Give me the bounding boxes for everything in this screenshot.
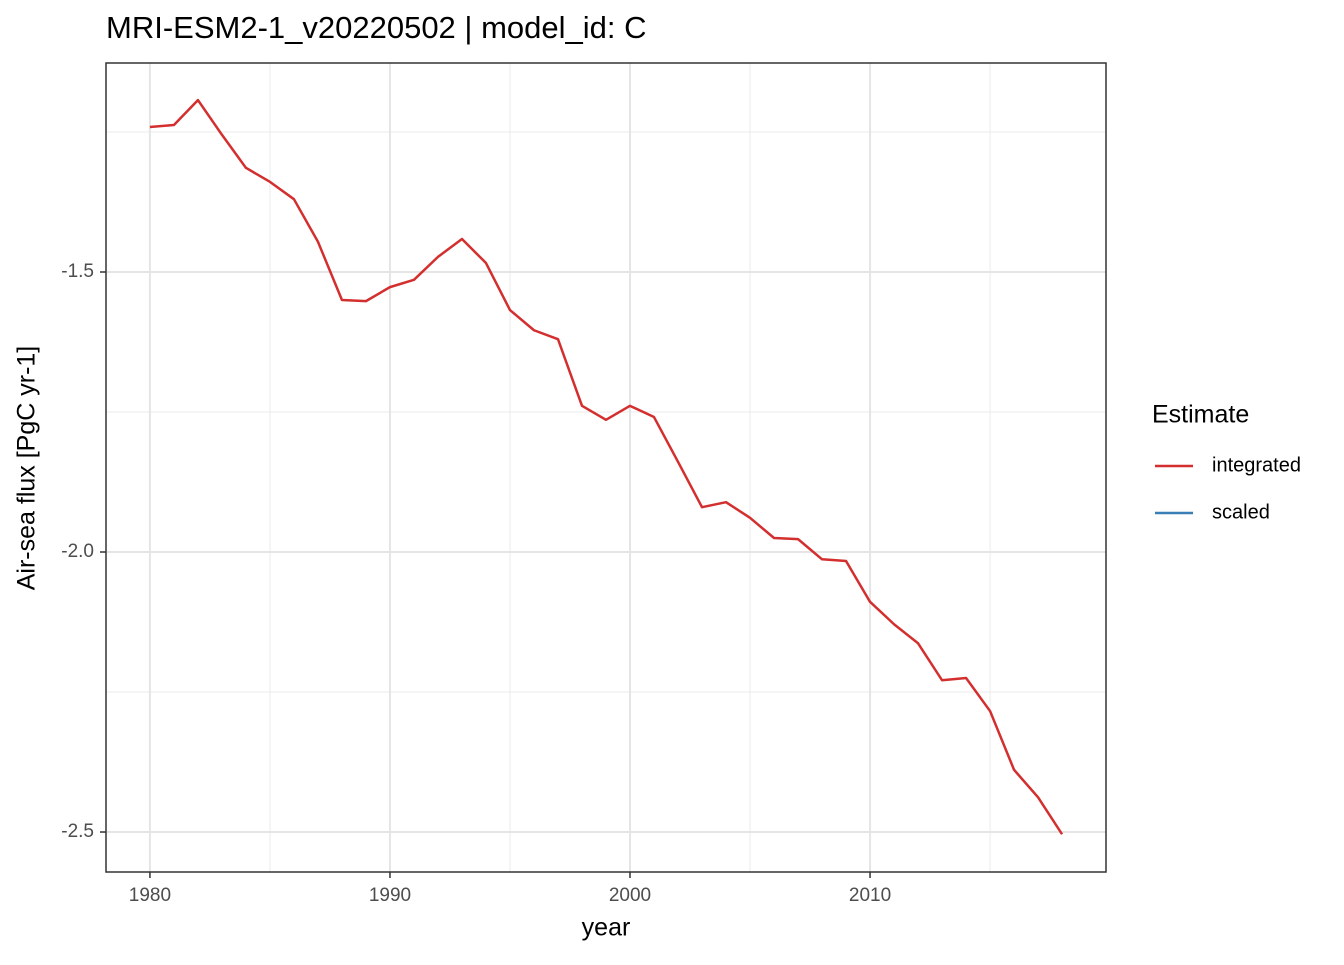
- x-axis-title: year: [582, 914, 631, 942]
- y-tick-label: -2.0: [61, 541, 94, 562]
- y-tick-label: -2.5: [61, 821, 94, 842]
- y-axis-title: Air-sea flux [PgC yr-1]: [13, 346, 41, 591]
- x-tick-label: 2010: [849, 885, 891, 906]
- data-line: [149, 98, 1064, 835]
- legend-title: Estimate: [1152, 401, 1249, 429]
- x-tick-label: 1990: [369, 885, 411, 906]
- x-tick-label: 1980: [129, 885, 171, 906]
- x-tick-label: 2000: [609, 885, 651, 906]
- legend-label: integrated: [1212, 454, 1301, 476]
- legend-label: scaled: [1212, 501, 1270, 523]
- y-tick-label: -1.5: [61, 261, 94, 282]
- plot-border: [105, 62, 1107, 873]
- chart-title: MRI-ESM2-1_v20220502 | model_id: C: [106, 10, 647, 45]
